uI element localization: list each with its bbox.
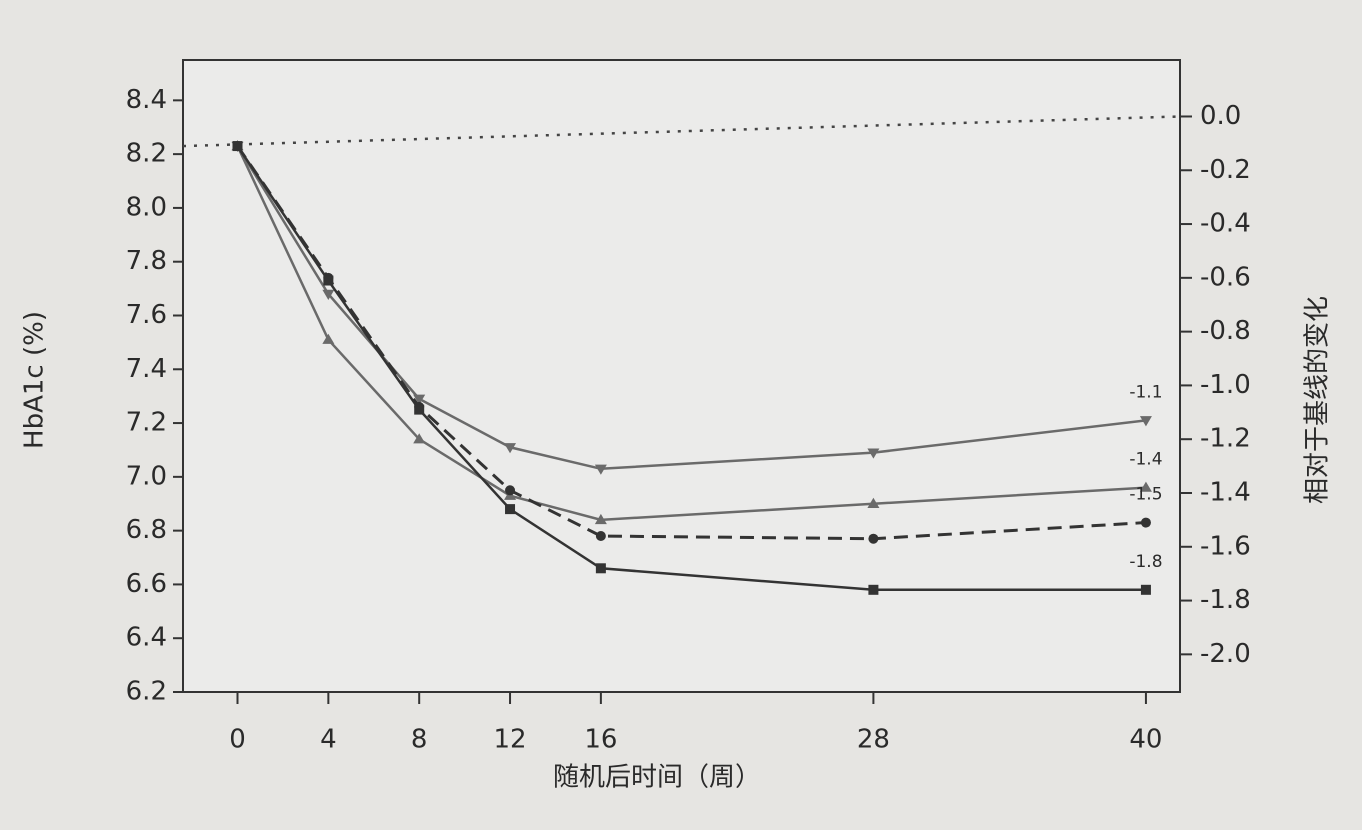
y-tick-label: 6.6 xyxy=(126,569,167,599)
reference-line xyxy=(182,115,1181,148)
point xyxy=(414,404,425,415)
point xyxy=(868,533,879,544)
point xyxy=(595,531,606,542)
point xyxy=(505,485,516,496)
plot-area xyxy=(182,59,1181,693)
point xyxy=(413,433,426,444)
y2-axis-label: 相对于基线的变化 xyxy=(1303,296,1333,504)
y-tick-label: 8.2 xyxy=(126,139,167,169)
y-tick-label: 7.8 xyxy=(126,246,167,276)
y-tick-label: 6.2 xyxy=(126,677,167,707)
y-axis-label: HbA1c (%) xyxy=(20,311,50,449)
y-tick-label: 7.2 xyxy=(126,408,167,438)
x-tick-label: 0 xyxy=(229,725,246,755)
y2-tick-label: -1.2 xyxy=(1200,424,1251,454)
point xyxy=(867,448,880,459)
point xyxy=(1140,517,1151,528)
point xyxy=(1140,584,1151,595)
point xyxy=(594,513,607,525)
y2-tick-label: -1.6 xyxy=(1200,531,1251,561)
y-tick-label: 7.4 xyxy=(126,354,167,384)
x-tick-label: 28 xyxy=(857,725,890,755)
y2-tick-label: -1.4 xyxy=(1200,477,1251,507)
y2-tick-label: -1.8 xyxy=(1200,585,1251,615)
point xyxy=(867,497,880,508)
point xyxy=(413,394,426,405)
y-tick-label: 8.0 xyxy=(126,192,167,222)
point xyxy=(868,584,879,595)
point xyxy=(322,333,335,344)
y-tick-label: 7.0 xyxy=(126,461,167,491)
x-tick-label: 40 xyxy=(1129,725,1162,755)
y2-tick-label: -1.0 xyxy=(1200,370,1251,400)
point xyxy=(232,141,243,152)
y2-tick-label: -0.6 xyxy=(1200,262,1251,292)
point xyxy=(504,443,517,454)
end-label: -1.5 xyxy=(1129,485,1162,505)
y-tick-label: 6.4 xyxy=(126,623,167,653)
y2-tick-label: -0.8 xyxy=(1200,316,1251,346)
point xyxy=(505,504,516,515)
point xyxy=(322,289,335,300)
x-axis-label: 随机后时间（周） xyxy=(553,763,761,793)
y-tick-label: 8.4 xyxy=(126,85,167,115)
end-label: -1.4 xyxy=(1129,450,1162,470)
x-tick-label: 4 xyxy=(320,725,337,755)
y-tick-label: 7.6 xyxy=(126,300,167,330)
end-label: -1.1 xyxy=(1129,382,1162,402)
x-tick-label: 12 xyxy=(493,725,526,755)
x-tick-label: 8 xyxy=(411,725,428,755)
y2-tick-label: 0.0 xyxy=(1200,101,1241,131)
point xyxy=(594,464,607,475)
y-tick-label: 6.8 xyxy=(126,515,167,545)
point xyxy=(595,563,606,574)
point xyxy=(323,275,334,286)
point xyxy=(1139,481,1152,492)
x-tick-label: 16 xyxy=(584,725,617,755)
end-label: -1.8 xyxy=(1129,552,1162,572)
y2-tick-label: -0.4 xyxy=(1200,209,1251,239)
y2-tick-label: -0.2 xyxy=(1200,155,1251,185)
y2-tick-label: -2.0 xyxy=(1200,639,1251,669)
point xyxy=(1139,416,1152,427)
